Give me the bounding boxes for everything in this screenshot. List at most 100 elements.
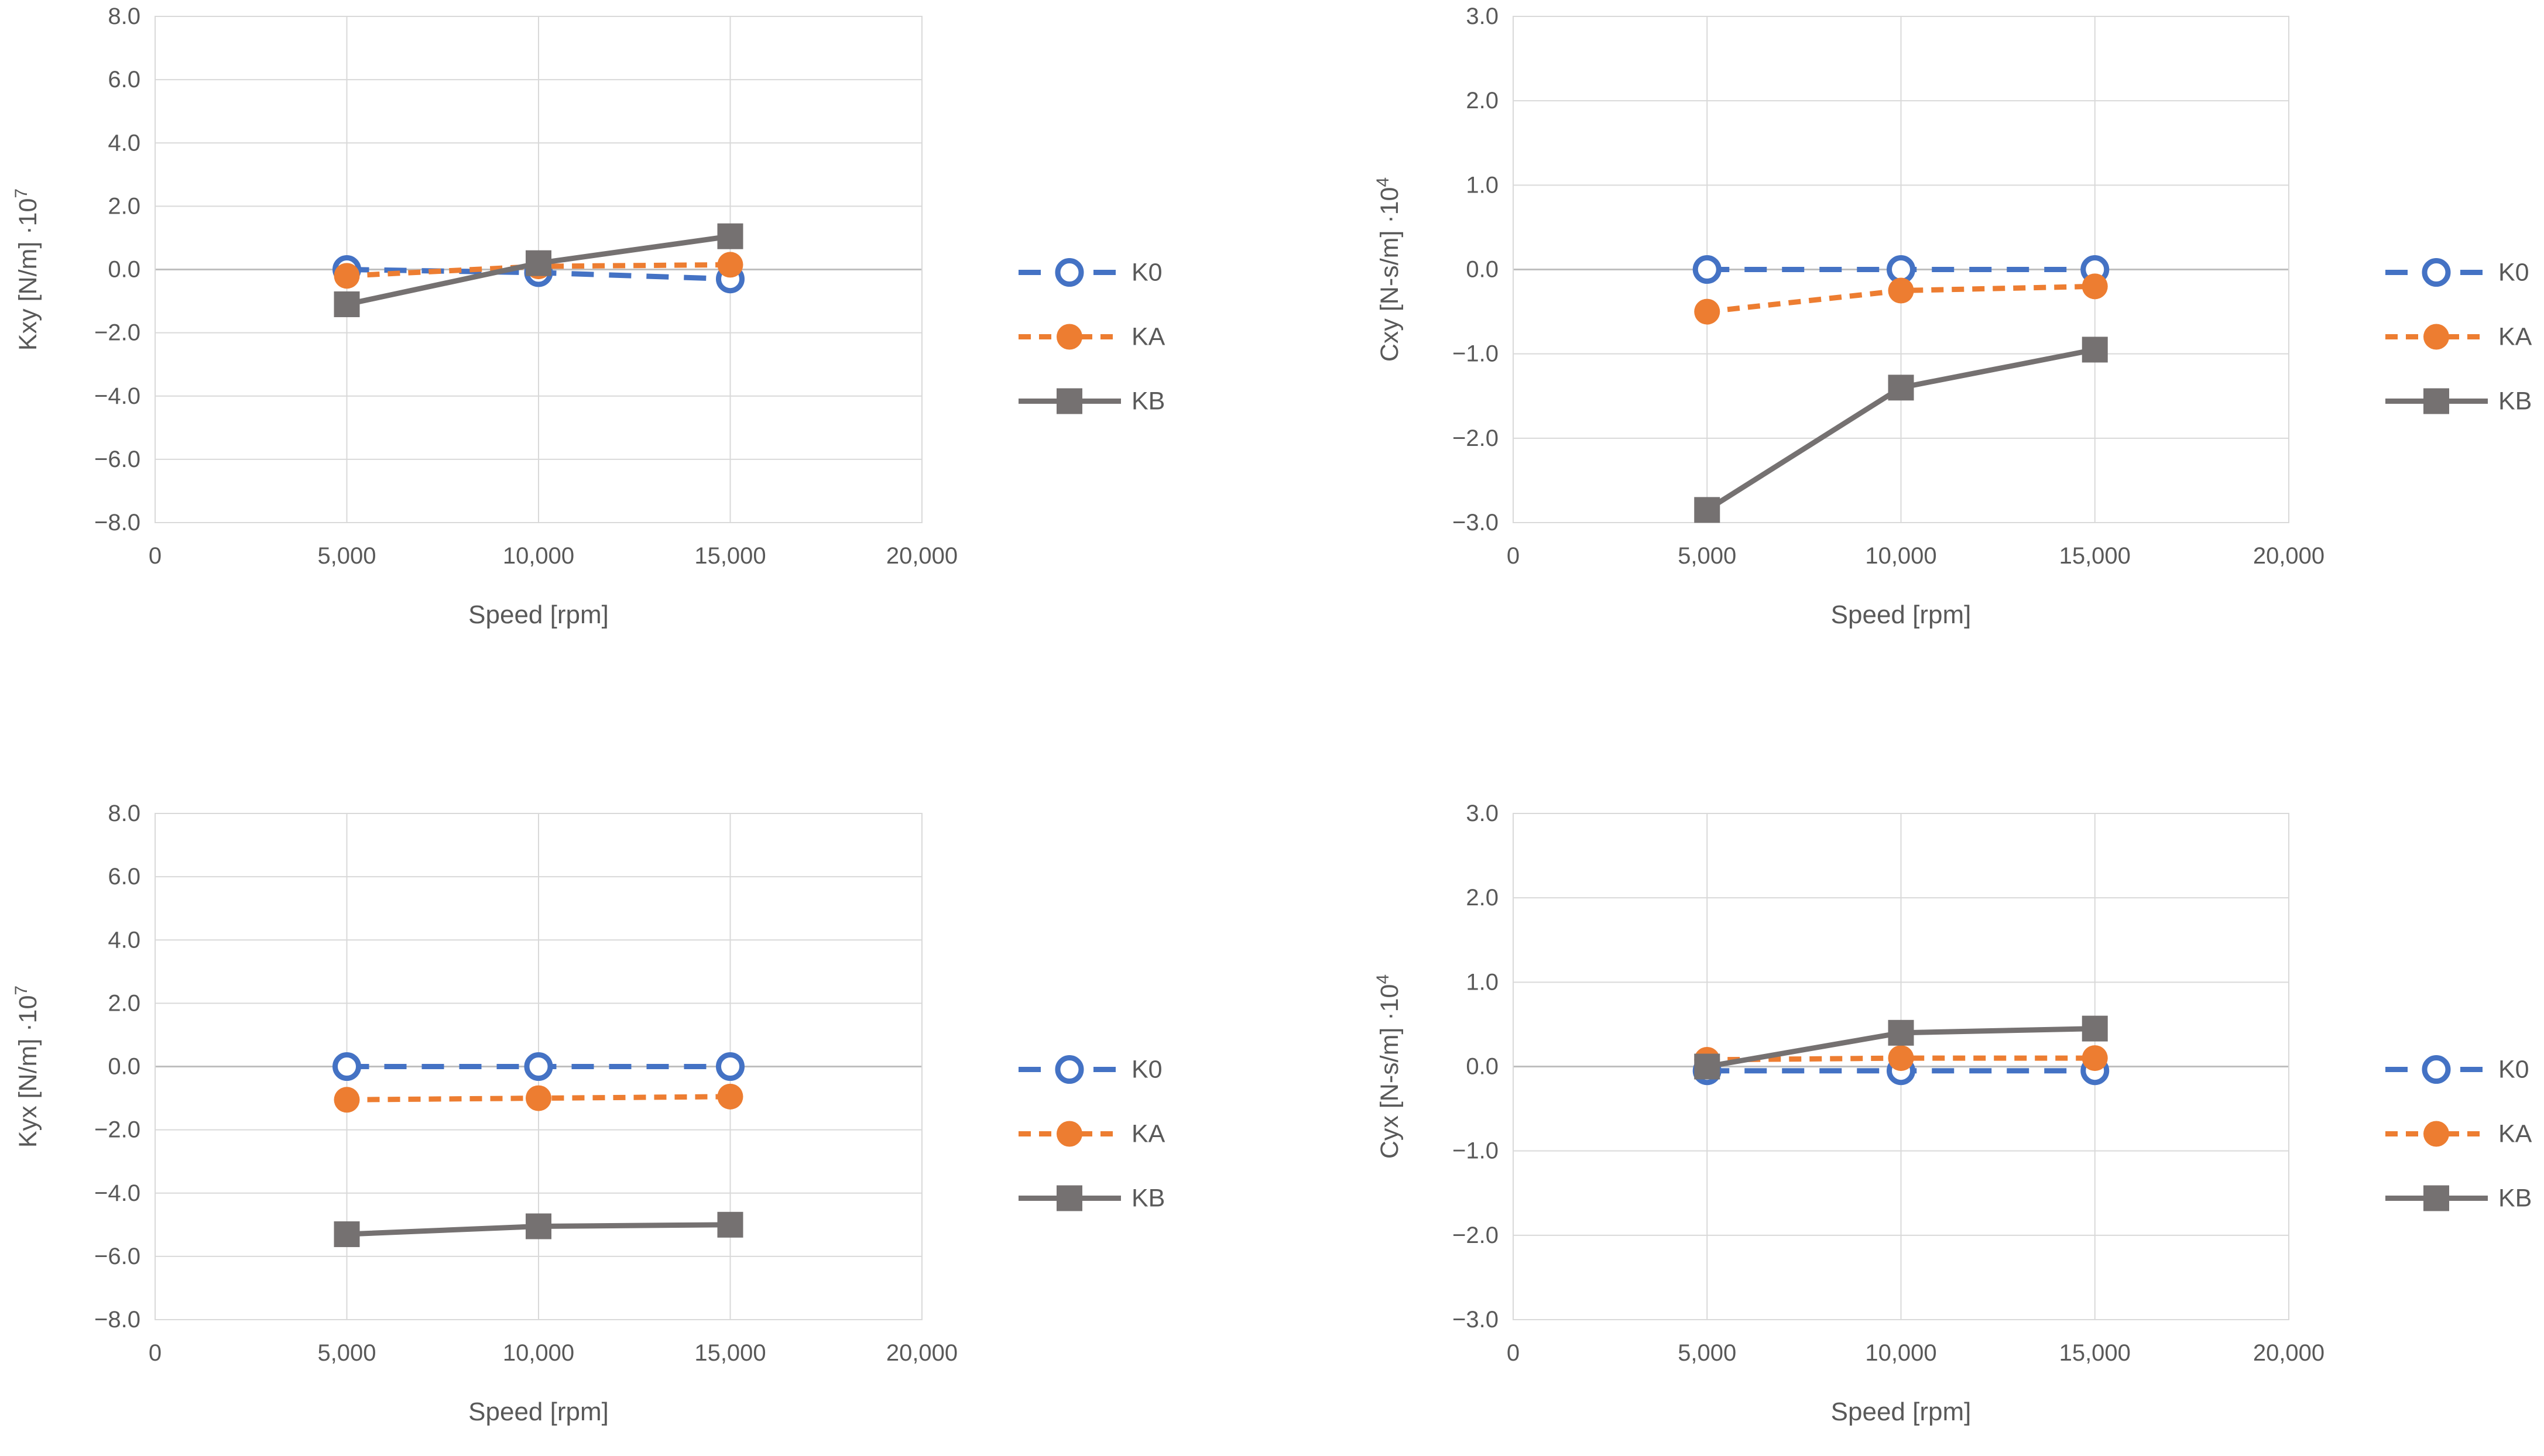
y-tick-label: −8.0 xyxy=(94,1307,140,1333)
legend-label-KB: KB xyxy=(1132,387,1165,415)
KA-marker xyxy=(1888,277,1914,304)
tick-labels: 8.0 6.0 4.0 2.0 0.0 −2.0 −4.0 −6.0 −8.0 0 5,000 10,… xyxy=(94,4,958,569)
legend-label-KB: KB xyxy=(2498,387,2532,415)
plot-border xyxy=(155,16,923,523)
chart-kyx: 8.0 6.0 4.0 2.0 0.0 −2.0 −4.0 −6.0 −8.0 0 5,000 10,… xyxy=(0,728,1270,1456)
KB-marker xyxy=(2082,336,2108,363)
y-tick-label: −2.0 xyxy=(94,320,140,346)
KA-marker xyxy=(717,1083,743,1110)
kyx-chart-svg: 8.0 6.0 4.0 2.0 0.0 −2.0 −4.0 −6.0 −8.0 0 5,000 10,… xyxy=(12,801,1165,1426)
legend-marker-KA xyxy=(2423,324,2449,350)
y-tick-label: 2.0 xyxy=(1466,885,1499,911)
KB-marker xyxy=(2082,1015,2108,1042)
legend-label-KA: KA xyxy=(2498,1120,2532,1148)
legend-label-KA: KA xyxy=(2498,323,2532,351)
KA-marker xyxy=(2082,1045,2108,1072)
legend-label-KB: KB xyxy=(1132,1184,1165,1213)
plot-border xyxy=(155,813,923,1320)
y-tick-label: 4.0 xyxy=(108,130,140,156)
series-KA xyxy=(334,1083,743,1113)
K0-marker xyxy=(332,1052,361,1081)
y-tick-label: −1.0 xyxy=(1452,341,1499,367)
kxy-chart-svg: 8.0 6.0 4.0 2.0 0.0 −2.0 −4.0 −6.0 −8.0 0 5,000 10,… xyxy=(12,4,1165,629)
tick-labels: 8.0 6.0 4.0 2.0 0.0 −2.0 −4.0 −6.0 −8.0 0 5,000 10,… xyxy=(94,801,958,1366)
x-tick-label: 0 xyxy=(149,543,162,569)
legend-marker-KA xyxy=(1057,324,1082,350)
x-tick-label: 15,000 xyxy=(694,543,766,569)
KA-marker xyxy=(1694,298,1720,325)
y-tick-label: −3.0 xyxy=(1452,1307,1499,1333)
legend-label-K0: K0 xyxy=(1132,1056,1163,1084)
legend-label-K0: K0 xyxy=(2498,259,2529,287)
legend-marker-K0 xyxy=(2422,1055,2451,1084)
legend-label-K0: K0 xyxy=(2498,1056,2529,1084)
y-tick-label: −8.0 xyxy=(94,510,140,535)
x-axis-title: Speed [rpm] xyxy=(1831,600,1972,629)
y-tick-label: −4.0 xyxy=(94,383,140,409)
plot-border xyxy=(1513,813,2289,1320)
y-tick-label: 6.0 xyxy=(108,864,140,890)
legend-marker-KB xyxy=(1057,388,1082,414)
x-tick-label: 5,000 xyxy=(1678,543,1736,569)
x-axis-title: Speed [rpm] xyxy=(468,1397,609,1426)
y-axis-title: Cyx [N-s/m] ·104 xyxy=(1373,974,1404,1159)
x-tick-label: 10,000 xyxy=(1865,1340,1936,1366)
y-tick-label: 0.0 xyxy=(108,1054,140,1080)
y-tick-label: 2.0 xyxy=(108,193,140,219)
y-tick-label: 2.0 xyxy=(1466,88,1499,114)
chart-cyx: 3.0 2.0 1.0 0.0 −1.0 −2.0 −3.0 0 5,000 10,000 15,0… xyxy=(1274,728,2544,1456)
x-tick-label: 0 xyxy=(1507,1340,1520,1366)
KA-marker xyxy=(526,1085,551,1111)
y-axis-title: Kxy [N/m] ·107 xyxy=(12,188,42,351)
tick-labels: 3.0 2.0 1.0 0.0 −1.0 −2.0 −3.0 0 5,000 10,000 15,0… xyxy=(1452,4,2324,569)
series-K0 xyxy=(332,1052,745,1081)
KA-marker xyxy=(334,1087,360,1113)
legend-marker-KB xyxy=(1057,1185,1082,1211)
legend-label-KA: KA xyxy=(1132,323,1165,351)
legend: K0 KA KB xyxy=(1019,258,1165,415)
cyx-chart-svg: 3.0 2.0 1.0 0.0 −1.0 −2.0 −3.0 0 5,000 10,000 15,0… xyxy=(1373,801,2532,1426)
x-tick-label: 15,000 xyxy=(2059,1340,2131,1366)
KB-marker xyxy=(1694,1053,1720,1080)
K0-marker xyxy=(716,1052,745,1081)
x-tick-label: 20,000 xyxy=(2253,543,2324,569)
K0-marker xyxy=(1887,255,1915,284)
legend-marker-K0 xyxy=(1055,258,1084,287)
x-tick-label: 5,000 xyxy=(317,1340,376,1366)
chart-kxy: 8.0 6.0 4.0 2.0 0.0 −2.0 −4.0 −6.0 −8.0 0 5,000 10,… xyxy=(0,0,1270,728)
series-KB xyxy=(1694,336,2108,523)
y-tick-label: −1.0 xyxy=(1452,1138,1499,1164)
y-tick-label: 4.0 xyxy=(108,927,140,953)
y-tick-label: 1.0 xyxy=(1466,969,1499,995)
y-tick-label: −6.0 xyxy=(94,447,140,472)
x-tick-label: 20,000 xyxy=(2253,1340,2324,1366)
chart-cxy: 3.0 2.0 1.0 0.0 −1.0 −2.0 −3.0 0 5,000 10,000 15,0… xyxy=(1274,0,2544,728)
KB-marker xyxy=(1888,1019,1914,1046)
x-tick-label: 10,000 xyxy=(1865,543,1936,569)
series-KA xyxy=(1694,273,2108,325)
x-tick-label: 10,000 xyxy=(503,1340,574,1366)
K0-marker xyxy=(524,1052,553,1081)
x-tick-label: 15,000 xyxy=(2059,543,2131,569)
y-tick-label: −6.0 xyxy=(94,1244,140,1269)
series-K0 xyxy=(1692,255,2110,284)
y-tick-label: −2.0 xyxy=(94,1117,140,1143)
legend-label-KA: KA xyxy=(1132,1120,1165,1148)
y-tick-label: −2.0 xyxy=(1452,425,1499,451)
legend: K0 KA KB xyxy=(2385,258,2532,415)
series-KB xyxy=(1694,1015,2108,1080)
KA-marker xyxy=(717,252,743,278)
KA-marker xyxy=(334,263,360,289)
series-KB xyxy=(334,223,743,317)
KA-marker xyxy=(2082,273,2108,300)
y-axis-title: Cxy [N-s/m] ·104 xyxy=(1373,177,1404,362)
legend-marker-KB xyxy=(2423,388,2449,414)
y-tick-label: 0.0 xyxy=(1466,257,1499,283)
x-axis-title: Speed [rpm] xyxy=(468,600,609,629)
y-tick-label: 1.0 xyxy=(1466,172,1499,198)
series-KB xyxy=(334,1211,743,1248)
x-tick-label: 10,000 xyxy=(503,543,574,569)
y-tick-label: 0.0 xyxy=(108,257,140,283)
y-tick-label: 2.0 xyxy=(108,990,140,1016)
